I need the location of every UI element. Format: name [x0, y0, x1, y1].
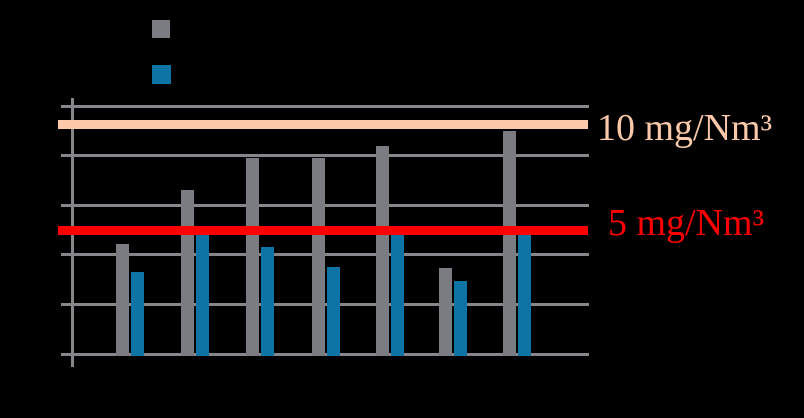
bar-gray-6: [438, 268, 452, 356]
reference-label-10: 10 mg/Nm³: [597, 107, 773, 149]
bar-blue-5: [391, 226, 404, 356]
bar-gray-3: [245, 158, 259, 356]
legend-swatch-blue: [152, 65, 171, 84]
bar-gray-4: [311, 158, 325, 356]
reference-label-5: 5 mg/Nm³: [608, 202, 765, 244]
gridline-y-4: [61, 253, 589, 257]
bar-blue-4: [326, 267, 340, 356]
reference-line-5: [58, 225, 588, 235]
bar-gray-1: [116, 243, 129, 356]
bar-blue-2: [196, 233, 209, 356]
gridline-y-6: [61, 203, 589, 207]
bar-blue-3: [260, 247, 274, 356]
legend-swatch-gray: [152, 20, 170, 38]
plot-area: [58, 98, 589, 367]
bar-gray-7: [503, 130, 516, 356]
bar-gray-5: [376, 145, 389, 356]
bar-blue-6: [453, 280, 467, 356]
reference-line-10: [58, 120, 588, 130]
gridline-y-2: [61, 302, 589, 306]
gridline-y-0: [61, 352, 589, 356]
gridline-y-10: [61, 104, 589, 108]
bar-blue-1: [131, 272, 144, 356]
gridline-y-8: [61, 154, 589, 158]
bar-blue-7: [518, 232, 531, 356]
bar-gray-2: [181, 190, 194, 356]
